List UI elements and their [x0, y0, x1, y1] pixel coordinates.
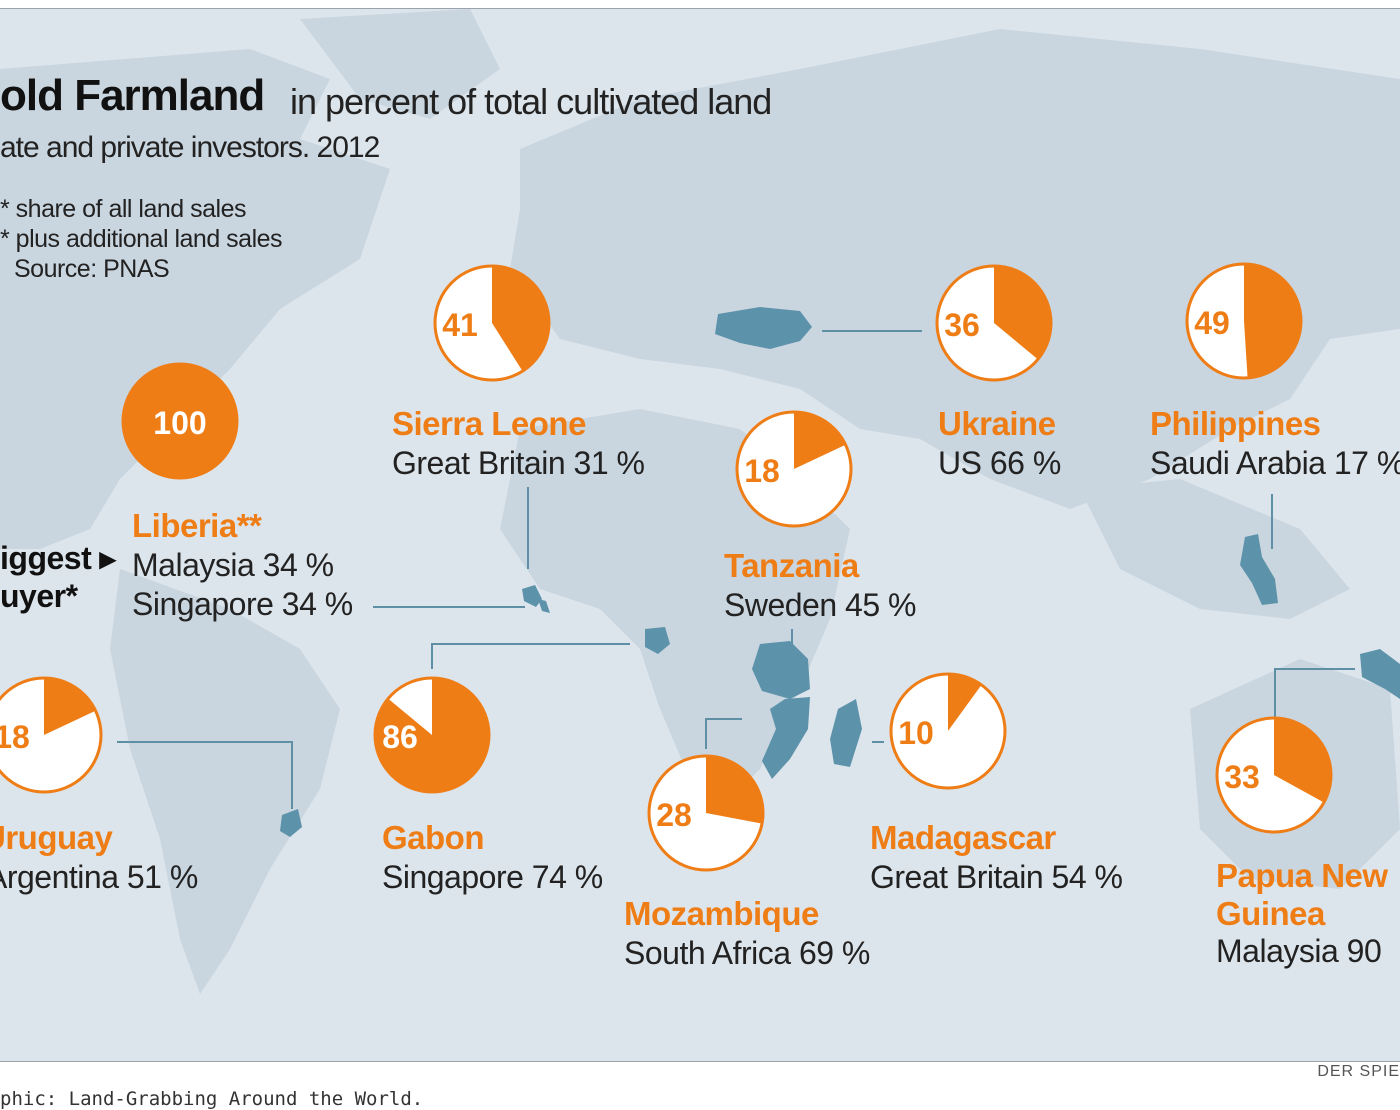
pie-value-label-gabon: 86 [382, 719, 418, 755]
country-label-ukraine: Ukraine [938, 405, 1056, 442]
pie-value-label-papua-new-guinea: 33 [1224, 759, 1260, 795]
country-label-papua-new-guinea: Papua New Guinea [1216, 857, 1388, 932]
pie-slice-uruguay [44, 678, 96, 735]
pie-value-label-mozambique: 28 [656, 797, 692, 833]
pie-slice-tanzania [794, 412, 846, 469]
note-share: * share of all land sales [0, 195, 246, 223]
pie-slice-philippines [1244, 264, 1301, 378]
pie-group: 100 41 36 49 18 18 86 28 10 33 [0, 262, 1333, 872]
country-label-liberia: Liberia** [132, 507, 262, 544]
tanzania-shape [752, 641, 810, 699]
buyer-label-mozambique: South Africa 69 % [624, 935, 870, 971]
buyer-label-gabon: Singapore 74 % [382, 859, 603, 895]
liberia-shape [538, 599, 550, 613]
connector-uruguay [117, 741, 293, 809]
pie-slice-gabon [375, 678, 490, 792]
pie-value-label-liberia: 100 [153, 405, 206, 441]
pie-value-label-ukraine: 36 [944, 307, 980, 343]
buyer-label-sierra-leone: Great Britain 31 % [392, 445, 645, 481]
pie-slice-sierra-leone [492, 266, 549, 372]
country-label-tanzania: Tanzania [724, 547, 859, 584]
buyer-label-papua-new-guinea: Malaysia 90 [1216, 933, 1382, 969]
pie-value-label-sierra-leone: 41 [442, 307, 478, 343]
madagascar-shape [830, 699, 862, 767]
mozambique-shape [762, 697, 810, 779]
pie-slice-mozambique [706, 756, 763, 824]
pie-value-label-uruguay: 18 [0, 719, 30, 755]
se-asia-shape [1080, 479, 1350, 619]
papua-new-guinea-shape [1360, 649, 1400, 699]
chart-title: old Farmland [0, 71, 265, 120]
map-frame: 100 41 36 49 18 18 86 28 10 33 old Farmland in pe… [0, 8, 1400, 1062]
south-america-shape [110, 569, 340, 994]
source-credit: DER SPIE [1317, 1063, 1400, 1080]
country-label-mozambique: Mozambique [624, 895, 819, 932]
buyer-label-tanzania: Sweden 45 % [724, 587, 916, 623]
pie-value-label-madagascar: 10 [898, 715, 934, 751]
eurasia-shape [510, 29, 1400, 509]
pie-value-label-tanzania: 18 [744, 453, 780, 489]
country-label-gabon: Gabon [382, 819, 485, 856]
chart-subtitle: ate and private investors. 2012 [0, 131, 380, 164]
greenland-shape [300, 9, 500, 119]
buyer-label-liberia-2: Singapore 34 % [132, 586, 353, 622]
biggest-buyer-legend: iggest ▸ uyer* [0, 539, 116, 615]
pie-slice-ukraine [994, 266, 1052, 360]
country-label-madagascar: Madagascar [870, 819, 1056, 856]
philippines-shape [1240, 534, 1278, 605]
gabon-shape [645, 627, 670, 654]
note-source: Source: PNAS [14, 255, 170, 283]
north-america-shape [0, 49, 390, 549]
connector-gabon [431, 643, 630, 669]
image-caption: phic: Land-Grabbing Around the World. [0, 1088, 424, 1110]
buyer-label-philippines: Saudi Arabia 17 % [1150, 445, 1400, 481]
note-additional: * plus additional land sales [0, 225, 283, 253]
pie-slice-madagascar [948, 674, 982, 731]
country-label-sierra-leone: Sierra Leone [392, 405, 586, 442]
country-label-uruguay: Uruguay [0, 819, 113, 856]
pie-slice-papua-new-guinea [1274, 718, 1332, 803]
ukraine-shape [715, 307, 812, 349]
pie-value-label-philippines: 49 [1194, 305, 1230, 341]
uruguay-shape [280, 809, 302, 837]
biggest-buyer-line2: uyer* [0, 578, 78, 614]
world-map: 100 41 36 49 18 18 86 28 10 33 [0, 9, 1400, 994]
chart-title-unit: in percent of total cultivated land [290, 81, 772, 122]
connector-mozambique [705, 718, 742, 749]
buyer-label-liberia-1: Malaysia 34 % [132, 547, 334, 583]
buyer-label-ukraine: US 66 % [938, 445, 1061, 481]
pie-slice-liberia [123, 364, 237, 478]
country-label-philippines: Philippines [1150, 405, 1321, 442]
buyer-label-madagascar: Great Britain 54 % [870, 859, 1123, 895]
biggest-buyer-line1: iggest ▸ [0, 540, 116, 576]
buyer-label-uruguay: Argentina 51 % [0, 859, 198, 895]
sierra-leone-shape [522, 585, 542, 607]
connector-papua [1274, 668, 1355, 724]
